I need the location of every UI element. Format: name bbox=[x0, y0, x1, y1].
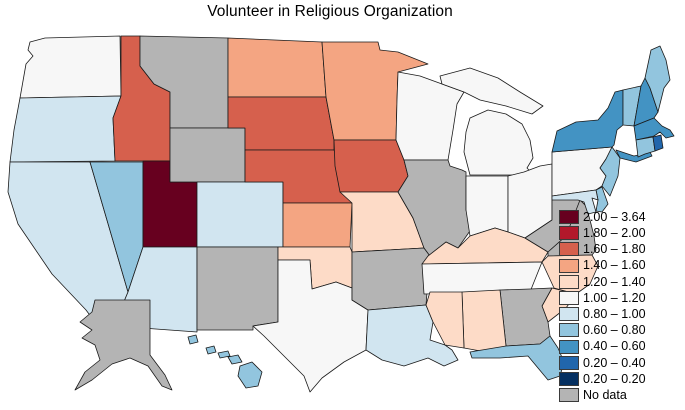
legend-label: 1.20 – 1.40 bbox=[583, 274, 646, 289]
state-WY bbox=[169, 127, 246, 183]
state-NJ bbox=[599, 146, 621, 197]
legend-item: 0.80 – 1.00 bbox=[559, 306, 646, 322]
legend-swatch bbox=[559, 274, 579, 289]
legend-swatch bbox=[559, 307, 579, 322]
state-ND bbox=[227, 37, 327, 98]
legend-label: 1.40 – 1.60 bbox=[583, 258, 646, 273]
state-TX bbox=[252, 259, 369, 393]
legend-swatch bbox=[559, 323, 579, 338]
legend-item: 1.00 – 1.20 bbox=[559, 290, 646, 306]
state-OR bbox=[9, 95, 122, 163]
state-CO bbox=[196, 181, 284, 248]
state-AR bbox=[351, 247, 431, 311]
state-WI bbox=[395, 71, 465, 161]
legend-label: 0.60 – 0.80 bbox=[583, 323, 646, 338]
legend-label: 2.00 – 3.64 bbox=[583, 209, 646, 224]
state-HI bbox=[187, 334, 263, 389]
legend-label: No data bbox=[583, 387, 627, 402]
state-AL bbox=[461, 289, 507, 353]
legend-swatch bbox=[559, 242, 579, 257]
legend-swatch bbox=[559, 226, 579, 241]
states-group bbox=[7, 35, 675, 393]
state-GA bbox=[499, 287, 553, 347]
state-RI bbox=[652, 134, 664, 152]
legend-swatch bbox=[559, 339, 579, 354]
legend-label: 1.80 – 2.00 bbox=[583, 226, 646, 241]
state-MI bbox=[439, 67, 544, 176]
legend-swatch bbox=[559, 291, 579, 306]
state-IA bbox=[333, 139, 409, 193]
legend-item: 1.60 – 1.80 bbox=[559, 241, 646, 257]
state-WA bbox=[19, 35, 122, 99]
legend-item: 2.00 – 3.64 bbox=[559, 209, 646, 225]
state-IN bbox=[465, 175, 509, 237]
state-AK bbox=[74, 299, 173, 391]
state-MD bbox=[551, 189, 599, 215]
legend-label: 1.60 – 1.80 bbox=[583, 242, 646, 257]
state-CT bbox=[635, 136, 656, 158]
legend-item: 0.20 – 0.20 bbox=[559, 371, 646, 387]
state-NC bbox=[541, 254, 599, 295]
legend-item: 1.20 – 1.40 bbox=[559, 274, 646, 290]
legend-label: 0.20 – 0.40 bbox=[583, 355, 646, 370]
legend-label: 0.80 – 1.00 bbox=[583, 306, 646, 321]
state-ME bbox=[644, 45, 671, 113]
legend-item: 0.60 – 0.80 bbox=[559, 322, 646, 338]
legend-swatch bbox=[559, 371, 579, 386]
legend-label: 1.00 – 1.20 bbox=[583, 290, 646, 305]
legend-item: 1.80 – 2.00 bbox=[559, 225, 646, 241]
legend-swatch bbox=[559, 388, 579, 403]
legend-item: 0.40 – 0.60 bbox=[559, 339, 646, 355]
legend: 2.00 – 3.64 1.80 – 2.00 1.60 – 1.80 1.40 – … bbox=[559, 209, 646, 403]
state-KS bbox=[282, 202, 353, 248]
legend-item: 1.40 – 1.60 bbox=[559, 258, 646, 274]
legend-label: 0.40 – 0.60 bbox=[583, 339, 646, 354]
state-MS bbox=[425, 291, 465, 349]
chart-title: Volunteer in Religious Organization bbox=[207, 3, 453, 20]
legend-label: 0.20 – 0.20 bbox=[583, 371, 646, 386]
legend-item: No data bbox=[559, 387, 646, 403]
legend-swatch bbox=[559, 355, 579, 370]
legend-item: 0.20 – 0.40 bbox=[559, 355, 646, 371]
legend-swatch bbox=[559, 258, 579, 273]
legend-swatch bbox=[559, 210, 579, 225]
state-MA bbox=[633, 117, 675, 141]
state-NM bbox=[196, 246, 279, 331]
